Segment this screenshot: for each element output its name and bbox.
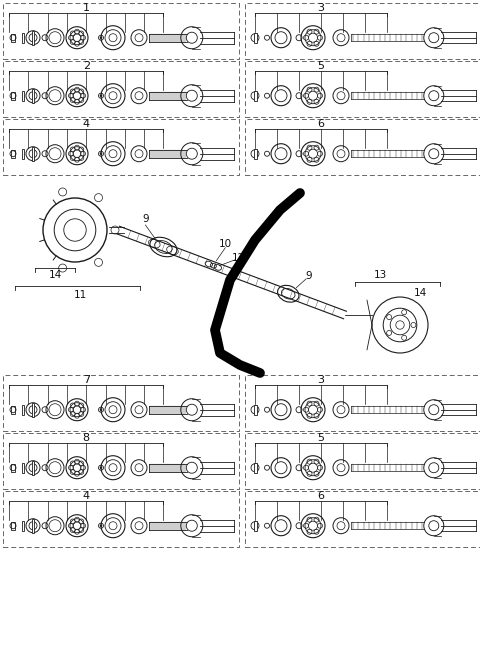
Bar — [32, 147, 34, 161]
Bar — [253, 405, 256, 414]
Text: 13: 13 — [373, 270, 386, 280]
Circle shape — [100, 467, 102, 469]
Bar — [253, 91, 256, 100]
Circle shape — [100, 37, 102, 39]
Bar — [22, 91, 24, 100]
Text: 3: 3 — [317, 375, 324, 385]
Bar — [3, 3, 239, 59]
Circle shape — [100, 408, 102, 410]
Text: 7: 7 — [83, 375, 90, 385]
Bar — [32, 30, 34, 45]
Bar — [11, 522, 15, 529]
Bar — [3, 61, 239, 117]
Bar — [3, 433, 239, 489]
Bar — [22, 463, 24, 473]
Bar — [22, 33, 24, 43]
Bar — [245, 433, 480, 489]
Bar — [253, 33, 256, 43]
Bar — [245, 119, 480, 175]
Bar — [32, 89, 34, 102]
Bar — [245, 375, 480, 431]
Bar — [3, 491, 239, 547]
Bar — [32, 461, 34, 475]
Text: 3: 3 — [317, 3, 324, 13]
Bar — [22, 405, 24, 414]
Bar — [11, 464, 15, 472]
Circle shape — [100, 153, 102, 155]
Bar — [245, 491, 480, 547]
Bar — [245, 3, 480, 59]
Text: 14: 14 — [48, 270, 61, 280]
Text: 14: 14 — [413, 288, 427, 298]
Bar — [253, 463, 256, 473]
Bar — [32, 519, 34, 533]
Text: 4: 4 — [83, 491, 90, 501]
Circle shape — [100, 525, 102, 527]
Text: 2: 2 — [83, 61, 90, 71]
Bar — [32, 403, 34, 416]
Text: 8: 8 — [83, 433, 90, 443]
Bar — [11, 34, 15, 42]
Text: 4: 4 — [83, 119, 90, 129]
Text: 9: 9 — [305, 271, 312, 281]
Text: 10: 10 — [219, 239, 232, 249]
Text: 1: 1 — [83, 3, 90, 13]
Bar — [11, 150, 15, 158]
Bar — [245, 61, 480, 117]
Bar — [253, 149, 256, 159]
Bar — [253, 521, 256, 531]
Text: 5: 5 — [317, 433, 324, 443]
Bar — [11, 92, 15, 100]
Text: 6: 6 — [317, 491, 324, 501]
Bar — [22, 149, 24, 159]
Text: 11: 11 — [73, 290, 86, 300]
Bar — [11, 406, 15, 414]
Text: 12: 12 — [232, 253, 245, 262]
Circle shape — [100, 95, 102, 97]
Bar — [22, 521, 24, 531]
Bar — [3, 119, 239, 175]
Text: 5: 5 — [317, 61, 324, 71]
Bar — [3, 375, 239, 431]
Text: 6: 6 — [317, 119, 324, 129]
Text: 9: 9 — [142, 214, 149, 224]
